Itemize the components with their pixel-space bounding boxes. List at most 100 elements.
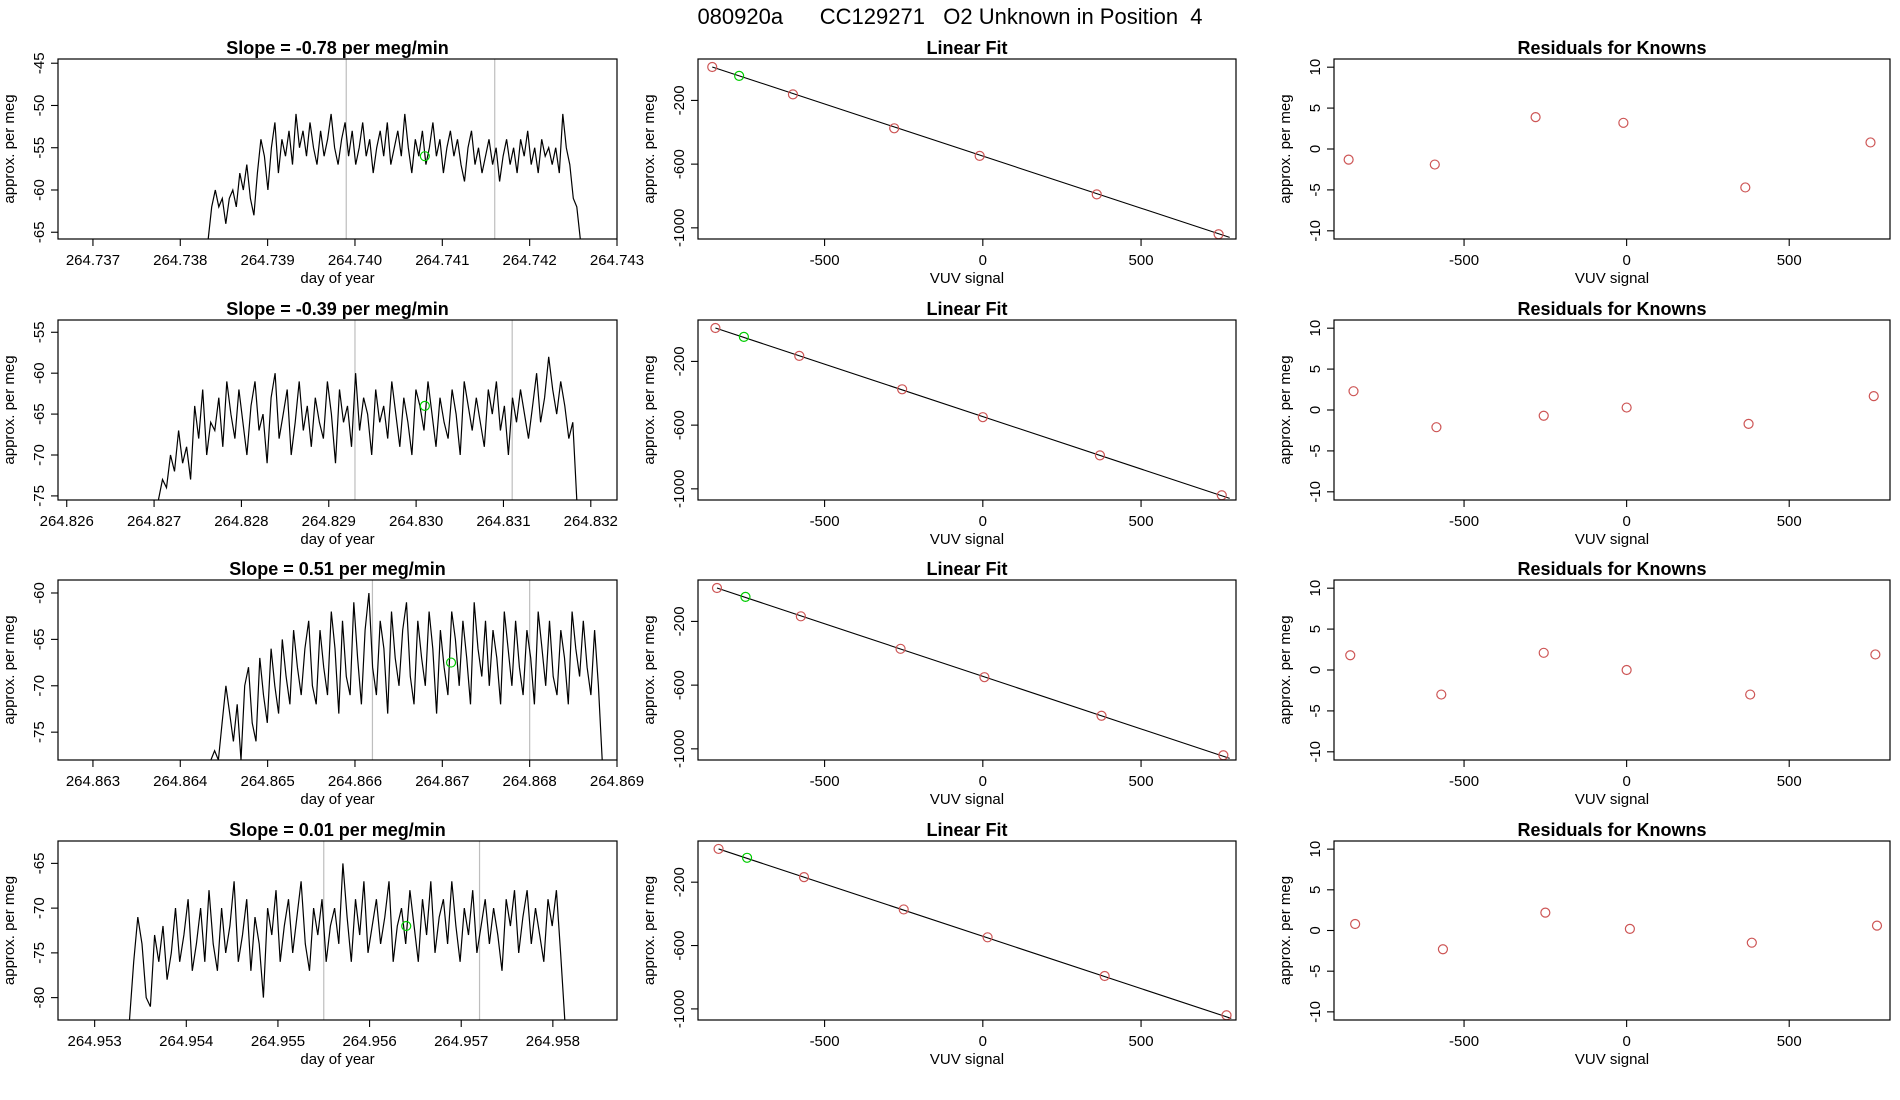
panel-title: Slope = 0.01 per meg/min bbox=[229, 820, 446, 840]
x-tick-label: 0 bbox=[1622, 252, 1630, 269]
known-point bbox=[1538, 647, 1549, 658]
y-tick-label: -75 bbox=[31, 721, 48, 743]
y-tick-label: -10 bbox=[1307, 481, 1324, 503]
y-axis-label: approx. per meg bbox=[1, 355, 18, 464]
y-tick-label: -70 bbox=[31, 444, 48, 466]
panel-title: Residuals for Knowns bbox=[1517, 299, 1706, 319]
known-point bbox=[1096, 710, 1107, 721]
x-tick-label: 264.742 bbox=[503, 252, 557, 269]
x-tick-label: 264.832 bbox=[564, 513, 618, 530]
known-point bbox=[710, 322, 721, 334]
y-axis-label: approx. per meg bbox=[1277, 355, 1294, 464]
known-point bbox=[711, 582, 723, 594]
known-point bbox=[1091, 189, 1102, 200]
known-point bbox=[1745, 689, 1756, 700]
x-tick-label: 264.866 bbox=[328, 773, 382, 790]
panel-title: Residuals for Knowns bbox=[1517, 820, 1706, 840]
fit-line bbox=[712, 66, 1230, 238]
y-tick-label: -60 bbox=[31, 362, 48, 384]
known-point bbox=[977, 412, 988, 423]
known-point bbox=[898, 904, 909, 915]
y-tick-label: -5 bbox=[1307, 965, 1324, 978]
y-tick-label: -10 bbox=[1307, 220, 1324, 242]
x-tick-label: -500 bbox=[1449, 773, 1479, 790]
panel-title: Linear Fit bbox=[926, 820, 1007, 840]
x-tick-label: 264.868 bbox=[503, 773, 557, 790]
panel-row2-time-series: 264.826 264.827 264.828 264.829 264.830 264.8… bbox=[1, 299, 618, 548]
y-tick-label: -60 bbox=[31, 582, 48, 604]
x-axis-label: day of year bbox=[300, 270, 374, 287]
y-tick-label: -1000 bbox=[671, 209, 688, 247]
y-tick-label: -65 bbox=[31, 221, 48, 243]
known-point bbox=[787, 89, 799, 100]
known-point bbox=[1429, 159, 1440, 170]
known-point bbox=[979, 672, 990, 683]
x-tick-label: -500 bbox=[1449, 1033, 1479, 1050]
panel-title: Slope = -0.78 per meg/min bbox=[226, 38, 449, 58]
y-tick-label: 0 bbox=[1307, 666, 1324, 674]
x-tick-label: -500 bbox=[810, 1033, 840, 1050]
panel-row3-time-series: 264.863 264.864 264.865 264.866 264.867 264.8… bbox=[1, 559, 644, 808]
x-axis-label: VUV signal bbox=[1575, 791, 1649, 808]
known-point bbox=[798, 872, 810, 883]
known-point bbox=[707, 61, 718, 73]
known-point bbox=[1621, 402, 1632, 413]
plot-frame bbox=[57, 319, 618, 501]
known-point bbox=[1530, 111, 1541, 123]
x-tick-label: 264.955 bbox=[251, 1033, 305, 1050]
x-tick-label: -500 bbox=[810, 252, 840, 269]
known-point bbox=[1621, 664, 1632, 676]
x-tick-label: -500 bbox=[810, 773, 840, 790]
plot-frame bbox=[697, 840, 1237, 1021]
known-point bbox=[1099, 970, 1110, 982]
panel-row3-linear-fit: -500 0 500 -200 -600 -1000 Linear Fit VUV signa… bbox=[641, 559, 1237, 808]
y-axis-label: approx. per meg bbox=[641, 876, 658, 985]
y-tick-label: -5 bbox=[1307, 704, 1324, 717]
panel-row4-linear-fit: -500 0 500 -200 -600 -1000 Linear Fit VUV signa… bbox=[641, 820, 1237, 1068]
known-point bbox=[897, 384, 908, 395]
fit-line bbox=[715, 327, 1230, 499]
panel-title: Slope = -0.39 per meg/min bbox=[226, 299, 449, 319]
x-tick-label: 0 bbox=[979, 1033, 987, 1050]
x-tick-label: 500 bbox=[1777, 773, 1802, 790]
y-axis-label: approx. per meg bbox=[641, 94, 658, 203]
fit-line bbox=[716, 587, 1230, 759]
fit-line bbox=[718, 848, 1232, 1019]
known-point bbox=[1868, 390, 1879, 402]
x-tick-label: 264.869 bbox=[590, 773, 644, 790]
x-tick-label: 0 bbox=[979, 773, 987, 790]
x-tick-label: 264.737 bbox=[66, 252, 120, 269]
known-point bbox=[974, 150, 985, 161]
y-tick-label: 5 bbox=[1307, 365, 1324, 373]
unknown-point bbox=[741, 852, 753, 863]
y-tick-label: 0 bbox=[1307, 926, 1324, 934]
plot-frame bbox=[1333, 840, 1891, 1021]
x-tick-label: 500 bbox=[1129, 773, 1154, 790]
known-point bbox=[1094, 450, 1106, 461]
y-tick-label: -70 bbox=[31, 675, 48, 697]
panel-row4-residuals: -500 0 500 10 5 0 -5 -10 Residuals for Knowns VUV… bbox=[1277, 820, 1891, 1068]
x-tick-label: 264.863 bbox=[66, 773, 120, 790]
y-tick-label: 0 bbox=[1307, 145, 1324, 153]
y-tick-label: -80 bbox=[31, 987, 48, 1009]
x-tick-label: 264.830 bbox=[389, 513, 443, 530]
known-point bbox=[794, 350, 805, 361]
y-tick-label: -200 bbox=[671, 85, 688, 115]
y-axis-label: approx. per meg bbox=[641, 355, 658, 464]
x-tick-label: 264.956 bbox=[342, 1033, 396, 1050]
known-point bbox=[982, 932, 993, 943]
x-tick-label: 264.739 bbox=[241, 252, 295, 269]
x-axis-label: VUV signal bbox=[1575, 1051, 1649, 1068]
known-point bbox=[1538, 410, 1549, 421]
y-tick-label: 10 bbox=[1307, 59, 1324, 76]
x-tick-label: 264.864 bbox=[153, 773, 207, 790]
data-trace bbox=[207, 113, 581, 240]
known-point bbox=[1436, 689, 1447, 700]
panel-title: Linear Fit bbox=[926, 299, 1007, 319]
x-tick-label: 0 bbox=[979, 252, 987, 269]
known-point bbox=[1431, 422, 1442, 433]
plot-frame bbox=[1333, 58, 1891, 240]
y-tick-label: -200 bbox=[671, 867, 688, 897]
x-tick-label: -500 bbox=[810, 513, 840, 530]
